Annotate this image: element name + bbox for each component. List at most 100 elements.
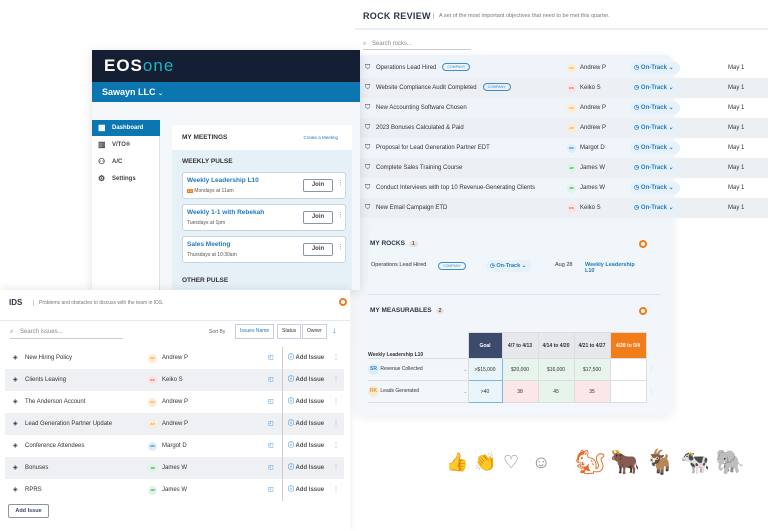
rock-row[interactable]: ⛉ Operations Lead Hired COMPANY AP Andrew… [360,58,768,78]
note-icon[interactable]: ◰ [268,377,274,383]
status-dropdown[interactable]: ◷ On-Track ⌄ [630,202,680,214]
add-issue-link[interactable]: ⓘ Add Issue [282,435,324,457]
add-issue-icon[interactable] [339,298,347,306]
meeting-card[interactable]: Sales Meeting Thursdays at 10:30am Join … [182,236,346,263]
sort-owner[interactable]: Owner [302,324,327,339]
note-icon[interactable]: ◰ [268,487,274,493]
sort-status[interactable]: Status [277,324,302,339]
search-issues-input[interactable]: ⌕ Search issues... [10,326,123,339]
add-issue-link[interactable]: ⓘ Add Issue [282,391,324,413]
sidebar-item-settings[interactable]: ⚙ Settings [92,171,160,187]
meeting-card[interactable]: Weekly Leadership L10 L1 Mondays at 11am… [182,172,346,199]
rock-row[interactable]: ⛉ Website Compliance Audit Completed COMP… [360,78,768,98]
value-cell[interactable] [609,358,647,381]
rock-row[interactable]: ⛉ Proposal for Lead Generation Partner E… [360,138,768,158]
avatar: AP [567,63,576,73]
issue-row[interactable]: ◈ New Hiring Policy AP Andrew P ◰ ⓘ Add … [5,347,344,369]
rock-meeting-link[interactable]: Weekly Leadership L10 [585,262,635,274]
note-icon[interactable]: ◰ [268,465,274,471]
value-cell[interactable]: 45 [537,380,575,403]
note-icon[interactable]: ◰ [268,399,274,405]
note-icon[interactable]: ◰ [268,421,274,427]
value-cell[interactable]: 35 [573,380,611,403]
more-icon[interactable]: ⋮ [333,377,339,383]
more-icon[interactable]: ⋮ [648,388,654,395]
value-cell[interactable]: $16,000 [537,358,575,381]
issue-row[interactable]: ◈ Bonuses JW James W ◰ ⓘ Add Issue ⋮ [5,457,344,479]
app-header: EOSone [92,50,360,82]
add-issue-link[interactable]: ⓘ Add Issue [282,457,324,479]
add-issue-link[interactable]: ⓘ Add Issue [282,347,324,369]
status-dropdown[interactable]: ◷ On-Track ⌄ [630,82,680,94]
sidebar-item-dashboard[interactable]: ▦ Dashboard [92,120,160,136]
status-dropdown[interactable]: ◷ On-Track ⌄ [630,182,680,194]
chevron-down-icon: ⌄ [668,205,674,211]
sidebar-item-vto[interactable]: ▥ V/TO® [92,137,160,153]
more-icon[interactable]: ⋮ [337,212,344,219]
more-icon[interactable]: ⋮ [333,421,339,427]
status-dropdown[interactable]: ◷ On-Track ⌄ [630,142,680,154]
goal-cell[interactable]: >40 [467,380,503,403]
add-issue-button[interactable]: Add Issue [8,504,49,518]
search-rocks-input[interactable]: ⌕ Search rocks... [363,38,471,50]
meeting-title[interactable]: Sales Meeting [187,241,231,248]
rock-row[interactable]: ⛉ New Email Campaign ETD KS Keiko S ◷ On… [360,198,768,218]
status-dropdown[interactable]: ◷ On-Track ⌄ [630,62,680,74]
org-selector[interactable]: Sawayn LLC ⌄ [92,82,360,102]
rock-name: 2023 Bonuses Calculated & Paid [376,118,464,138]
more-icon[interactable]: ⋮ [337,244,344,251]
join-button[interactable]: Join [303,211,333,224]
chevron-down-icon[interactable]: ⌄ [463,389,468,395]
note-icon[interactable]: ◰ [268,443,274,449]
more-icon[interactable]: ⋮ [648,366,654,373]
add-issue-link[interactable]: ⓘ Add Issue [282,413,324,435]
create-meeting-link[interactable]: Create a Meeting [303,135,338,140]
issue-row[interactable]: ◈ Clients Leaving KS Keiko S ◰ ⓘ Add Iss… [5,369,344,391]
join-button[interactable]: Join [303,179,333,192]
rock-row[interactable]: ⛉ New Accounting Software Chosen AP Andr… [360,98,768,118]
status-dropdown[interactable]: ◷ On-Track ⌄ [630,102,680,114]
sort-issues-name[interactable]: Issues Name [235,324,275,339]
add-rock-icon[interactable] [639,240,647,248]
note-icon[interactable]: ◰ [268,355,274,361]
issue-row[interactable]: ◈ Lead Generation Partner Update AP Andr… [5,413,344,435]
sort-direction-icon[interactable]: ↓ [332,325,337,335]
status-dropdown[interactable]: ◷ On-Track ⌄ [630,122,680,134]
clapping-icon[interactable]: 👏 [474,452,497,472]
value-cell[interactable] [609,380,647,403]
value-cell[interactable]: $17,500 [573,358,611,381]
add-issue-label: Add Issue [295,421,325,427]
issue-row[interactable]: ◈ The Anderson Account AP Andrew P ◰ ⓘ A… [5,391,344,413]
meeting-card[interactable]: Weekly 1-1 with Rebekah Tuesdays at 1pm … [182,204,346,231]
more-icon[interactable]: ⋮ [333,465,339,471]
add-measurable-icon[interactable] [639,307,647,315]
rock-status[interactable]: ◷ On-Track ⌄ [486,260,533,272]
thumbs-up-icon[interactable]: 👍 [446,452,469,472]
value-cell[interactable]: $20,000 [501,358,539,381]
smiley-icon[interactable]: ☺ [532,452,551,472]
rock-row[interactable]: ⛉ Complete Sales Training Course JW Jame… [360,158,768,178]
value-cell[interactable]: 38 [501,380,539,403]
company-badge: COMPANY [438,262,466,270]
add-issue-link[interactable]: ⓘ Add Issue [282,479,324,501]
more-icon[interactable]: ⋮ [337,180,344,187]
issue-row[interactable]: ◈ Conference Attendees MD Margot D ◰ ⓘ A… [5,435,344,457]
more-icon[interactable]: ⋮ [333,355,339,361]
join-button[interactable]: Join [303,243,333,256]
more-icon[interactable]: ⋮ [333,399,339,405]
heart-icon[interactable]: ♡ [503,452,520,472]
chevron-down-icon[interactable]: ⌄ [463,367,468,373]
meeting-title[interactable]: Weekly 1-1 with Rebekah [187,209,265,216]
add-issue-link[interactable]: ⓘ Add Issue [282,369,324,391]
status-dropdown[interactable]: ◷ On-Track ⌄ [630,162,680,174]
meeting-title[interactable]: Weekly Leadership L10 [187,177,259,184]
rock-row[interactable]: ⛉ 2023 Bonuses Calculated & Paid AP Andr… [360,118,768,138]
more-icon[interactable]: ⋮ [333,487,339,493]
issue-row[interactable]: ◈ RPRS JW James W ◰ ⓘ Add Issue ⋮ [5,479,344,501]
rock-row[interactable]: ⛉ Conduct Interviews with top 10 Revenue… [360,178,768,198]
sidebar-item-ac[interactable]: ⚇ A/C [92,154,160,170]
goal-cell[interactable]: >$15,000 [467,358,503,381]
highland-cow-icon: 🐂 [610,449,640,476]
more-icon[interactable]: ⋮ [333,443,339,449]
issue-icon: ⓘ [288,421,295,427]
